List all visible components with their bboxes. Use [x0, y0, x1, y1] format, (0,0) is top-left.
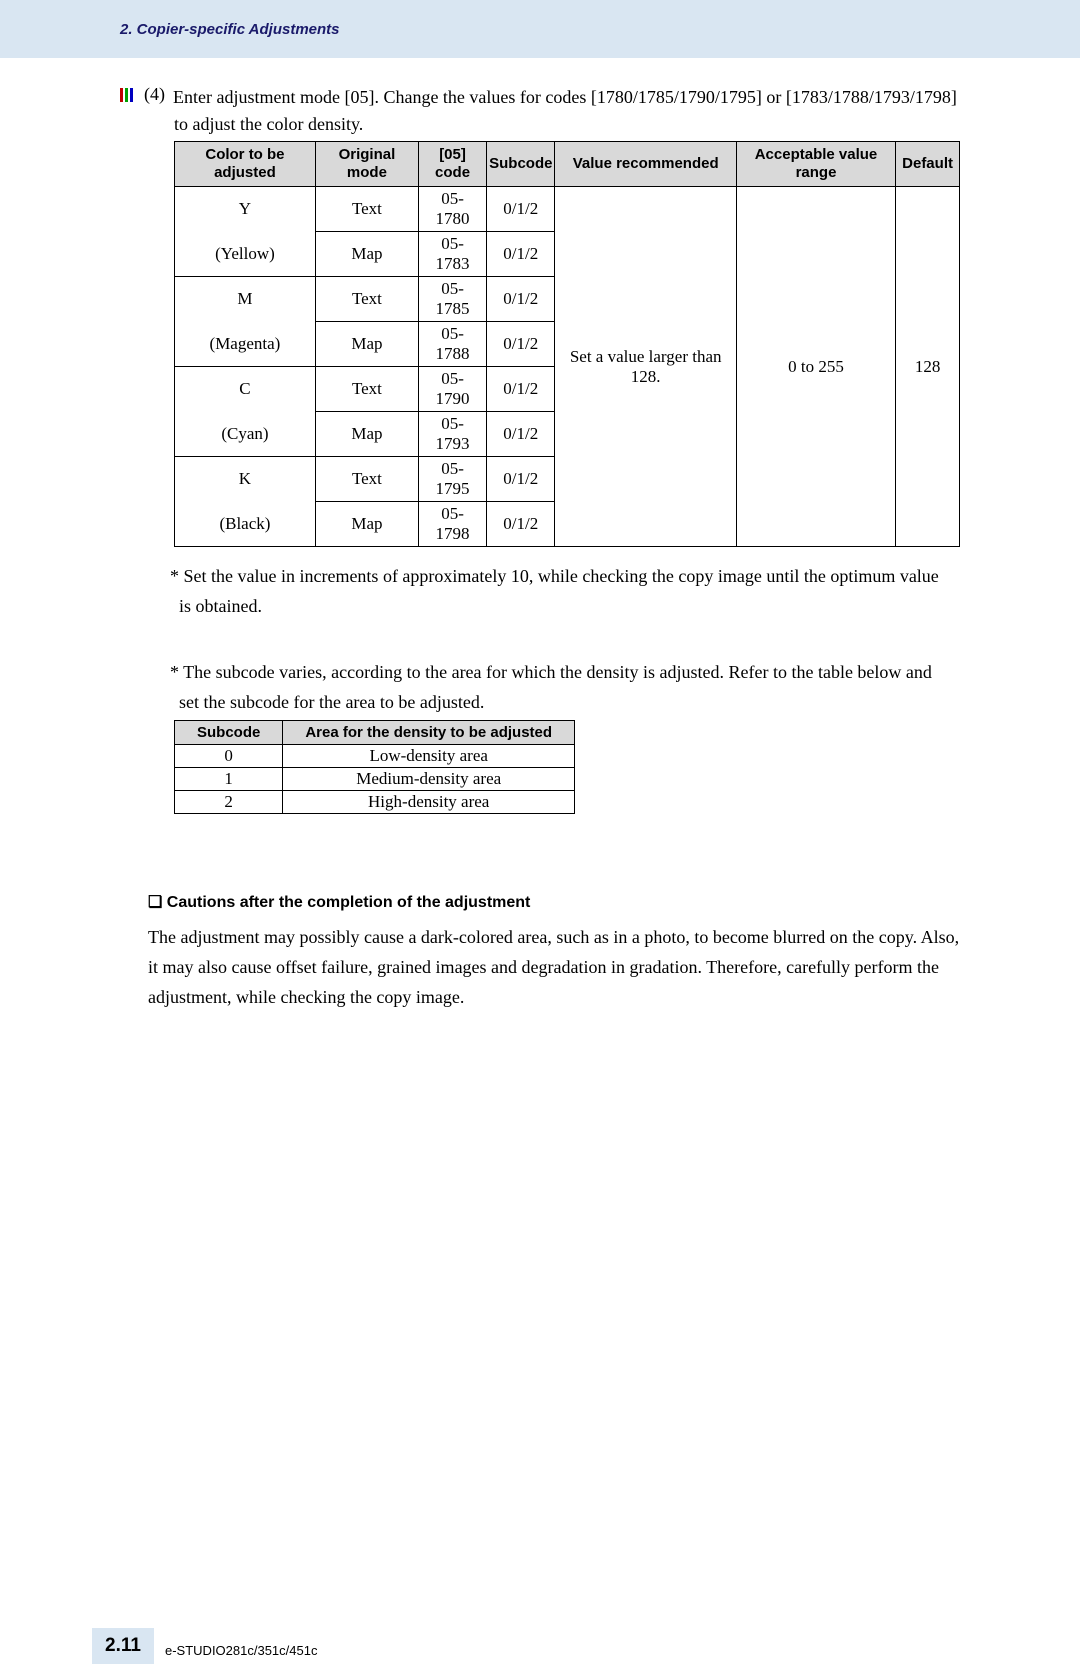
cell-color-name: (Yellow): [175, 232, 316, 277]
cell-sub: 0/1/2: [487, 277, 555, 322]
cell-sub: 0/1/2: [487, 502, 555, 547]
cell-color-name: (Cyan): [175, 412, 316, 457]
page-number-badge: 2.11: [92, 1628, 154, 1664]
table-row: Y Text 05-1780 0/1/2 Set a value larger …: [175, 187, 960, 232]
adjustment-table: Color to be adjusted Original mode [05] …: [174, 141, 960, 547]
content-area: (4) Enter adjustment mode [05]. Change t…: [0, 84, 1080, 1012]
cell-range: 0 to 255: [736, 187, 895, 547]
cell-mode: Map: [315, 322, 418, 367]
note-2: * The subcode varies, according to the a…: [170, 657, 960, 717]
table-row: 0 Low-density area: [175, 745, 575, 768]
table-row: 1 Medium-density area: [175, 768, 575, 791]
cell-color-letter: M: [175, 277, 316, 322]
note-1-line-1: * Set the value in increments of approxi…: [170, 566, 939, 586]
cell-mode: Text: [315, 457, 418, 502]
cell-code: 05-1780: [418, 187, 486, 232]
cell-area: High-density area: [283, 791, 575, 814]
table-header-row: Color to be adjusted Original mode [05] …: [175, 142, 960, 187]
cell-sub: 0/1/2: [487, 457, 555, 502]
cell-code: 05-1785: [418, 277, 486, 322]
step-text: Enter adjustment mode [05]. Change the v…: [173, 84, 957, 111]
cell-mode: Text: [315, 277, 418, 322]
cell-mode: Map: [315, 502, 418, 547]
cell-sub: 0/1/2: [487, 232, 555, 277]
note-1-line-2: is obtained.: [170, 596, 262, 616]
cell-mode: Map: [315, 412, 418, 457]
cell-area: Medium-density area: [283, 768, 575, 791]
th-code: [05] code: [418, 142, 486, 187]
note-1: * Set the value in increments of approxi…: [170, 561, 960, 621]
step-line-2-wrap: to adjust the color density.: [174, 111, 960, 138]
caution-body: The adjustment may possibly cause a dark…: [148, 922, 960, 1012]
cell-code: 05-1793: [418, 412, 486, 457]
cell-color-letter: C: [175, 367, 316, 412]
cell-sub: 0: [175, 745, 283, 768]
main-table-wrap: Color to be adjusted Original mode [05] …: [174, 141, 960, 547]
cell-default: 128: [896, 187, 960, 547]
page-header: 2. Copier-specific Adjustments: [0, 0, 1080, 58]
cell-area: Low-density area: [283, 745, 575, 768]
cell-mode: Text: [315, 187, 418, 232]
cell-code: 05-1783: [418, 232, 486, 277]
subcode-table: Subcode Area for the density to be adjus…: [174, 720, 575, 814]
cell-code: 05-1795: [418, 457, 486, 502]
square-bullet-icon: ❏: [148, 894, 162, 911]
cell-value-recommended: Set a value larger than 128.: [555, 187, 736, 547]
caution-heading: ❏ Cautions after the completion of the a…: [148, 892, 960, 912]
step-marker-icon: [120, 88, 134, 102]
th-subcode: Subcode: [175, 721, 283, 745]
table-row: 2 High-density area: [175, 791, 575, 814]
table-header-row: Subcode Area for the density to be adjus…: [175, 721, 575, 745]
cell-code: 05-1790: [418, 367, 486, 412]
note-2-line-2: set the subcode for the area to be adjus…: [170, 692, 484, 712]
cell-sub: 1: [175, 768, 283, 791]
th-value: Value recommended: [555, 142, 736, 187]
cell-sub: 0/1/2: [487, 322, 555, 367]
caution-line-1: The adjustment may possibly cause a dark…: [148, 927, 959, 947]
th-mode: Original mode: [315, 142, 418, 187]
cell-color-letter: Y: [175, 187, 316, 232]
caution-heading-text: Cautions after the completion of the adj…: [167, 894, 531, 911]
note-2-line-1: * The subcode varies, according to the a…: [170, 662, 932, 682]
th-default: Default: [896, 142, 960, 187]
step-line-1: Enter adjustment mode [05]. Change the v…: [173, 87, 957, 107]
cell-color-name: (Black): [175, 502, 316, 547]
caution-line-3: adjustment, while checking the copy imag…: [148, 987, 464, 1007]
th-range: Acceptable value range: [736, 142, 895, 187]
cell-sub: 0/1/2: [487, 367, 555, 412]
cell-color-letter: K: [175, 457, 316, 502]
th-color: Color to be adjusted: [175, 142, 316, 187]
cell-color-name: (Magenta): [175, 322, 316, 367]
caution-line-2: it may also cause offset failure, graine…: [148, 957, 939, 977]
step-number: (4): [144, 84, 165, 105]
header-title: 2. Copier-specific Adjustments: [120, 21, 340, 38]
cell-code: 05-1788: [418, 322, 486, 367]
step-4: (4) Enter adjustment mode [05]. Change t…: [120, 84, 960, 111]
cell-code: 05-1798: [418, 502, 486, 547]
cell-mode: Map: [315, 232, 418, 277]
cell-mode: Text: [315, 367, 418, 412]
page-footer: 2.11 e-STUDIO281c/351c/451c: [0, 1632, 1080, 1676]
footer-model: e-STUDIO281c/351c/451c: [165, 1643, 317, 1658]
cell-sub: 0/1/2: [487, 412, 555, 457]
step-line-2: to adjust the color density.: [174, 114, 363, 134]
th-subcode: Subcode: [487, 142, 555, 187]
th-area: Area for the density to be adjusted: [283, 721, 575, 745]
cell-sub: 0/1/2: [487, 187, 555, 232]
cell-sub: 2: [175, 791, 283, 814]
